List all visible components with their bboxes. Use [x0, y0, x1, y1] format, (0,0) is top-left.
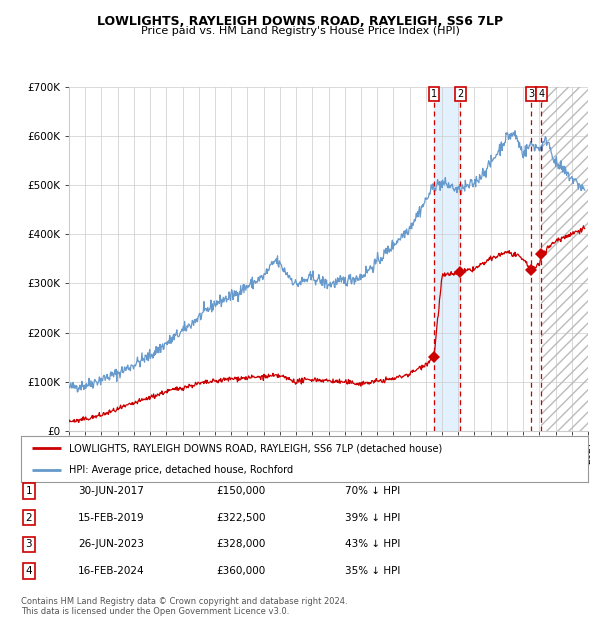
Text: £322,500: £322,500: [216, 513, 265, 523]
Text: 3: 3: [25, 539, 32, 549]
Text: 43% ↓ HPI: 43% ↓ HPI: [345, 539, 400, 549]
Text: Contains HM Land Registry data © Crown copyright and database right 2024.: Contains HM Land Registry data © Crown c…: [21, 597, 347, 606]
Text: Price paid vs. HM Land Registry's House Price Index (HPI): Price paid vs. HM Land Registry's House …: [140, 26, 460, 36]
Text: 2: 2: [457, 89, 463, 99]
Text: 3: 3: [528, 89, 534, 99]
Text: 26-JUN-2023: 26-JUN-2023: [78, 539, 144, 549]
Text: 2: 2: [25, 513, 32, 523]
Text: HPI: Average price, detached house, Rochford: HPI: Average price, detached house, Roch…: [69, 465, 293, 475]
Text: 1: 1: [25, 486, 32, 496]
Text: £150,000: £150,000: [216, 486, 265, 496]
Text: 35% ↓ HPI: 35% ↓ HPI: [345, 566, 400, 576]
Text: 16-FEB-2024: 16-FEB-2024: [78, 566, 145, 576]
Text: This data is licensed under the Open Government Licence v3.0.: This data is licensed under the Open Gov…: [21, 607, 289, 616]
Bar: [434, 87, 460, 431]
Text: 70% ↓ HPI: 70% ↓ HPI: [345, 486, 400, 496]
Text: £328,000: £328,000: [216, 539, 265, 549]
Text: £360,000: £360,000: [216, 566, 265, 576]
Text: 1: 1: [431, 89, 437, 99]
Text: 4: 4: [25, 566, 32, 576]
Bar: [541, 87, 588, 431]
Bar: [541, 87, 588, 431]
Text: LOWLIGHTS, RAYLEIGH DOWNS ROAD, RAYLEIGH, SS6 7LP (detached house): LOWLIGHTS, RAYLEIGH DOWNS ROAD, RAYLEIGH…: [69, 443, 442, 453]
Text: LOWLIGHTS, RAYLEIGH DOWNS ROAD, RAYLEIGH, SS6 7LP: LOWLIGHTS, RAYLEIGH DOWNS ROAD, RAYLEIGH…: [97, 15, 503, 28]
Text: 4: 4: [538, 89, 544, 99]
Text: 39% ↓ HPI: 39% ↓ HPI: [345, 513, 400, 523]
Text: 15-FEB-2019: 15-FEB-2019: [78, 513, 145, 523]
Text: 30-JUN-2017: 30-JUN-2017: [78, 486, 144, 496]
